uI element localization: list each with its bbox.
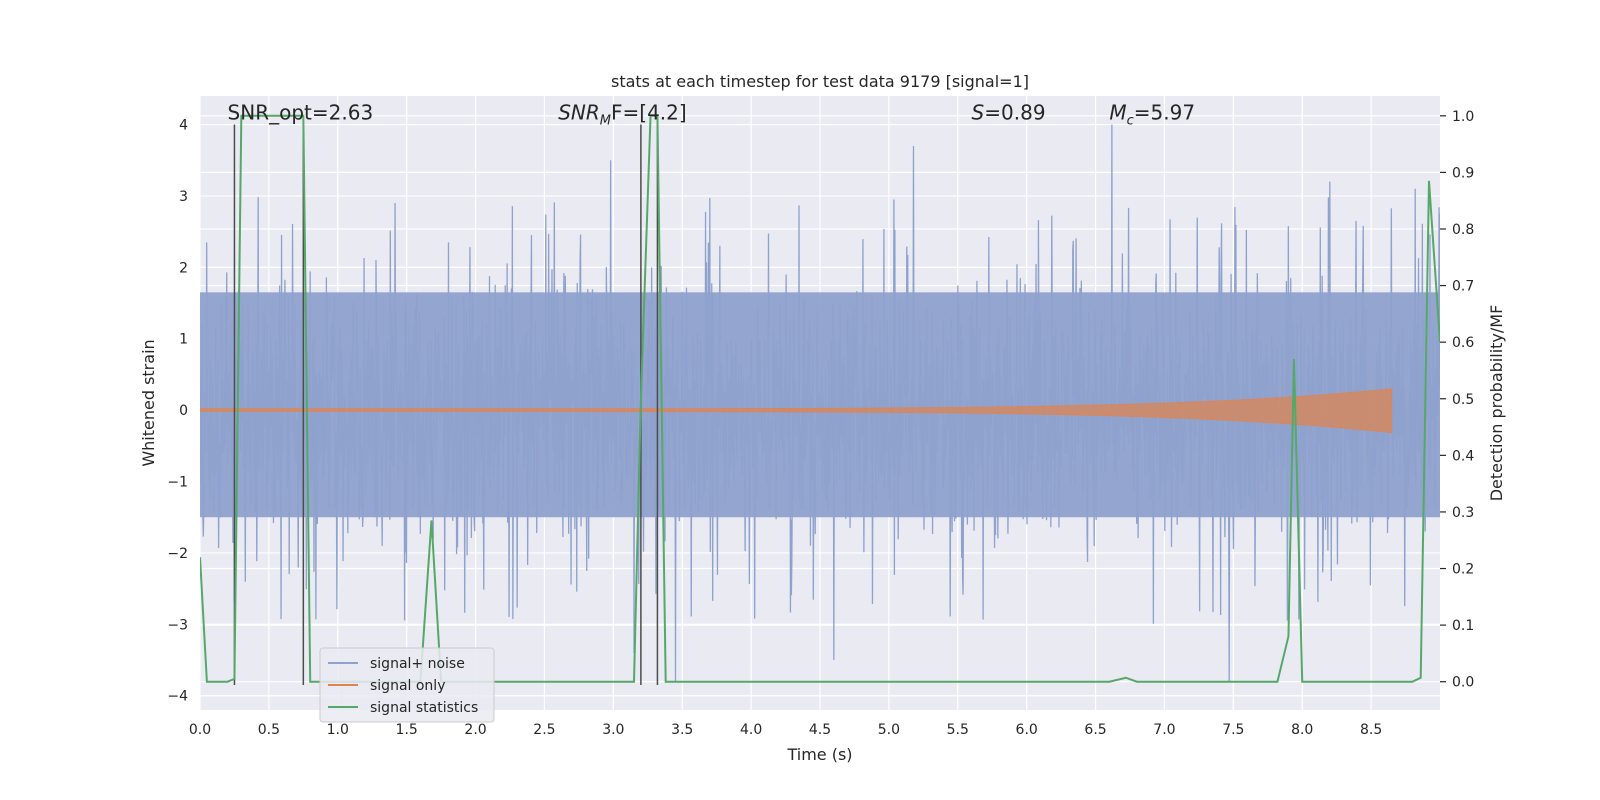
y2-axis-ticks: 0.0 0.1 0.2 0.3 0.4 0.5 0.6 0.7 0.8 0.9 1.0 (1440, 109, 1474, 691)
annotations: SNR_opt=2.63 SNRMF=[4.2] S=0.89 Mc=5.97 (228, 100, 1195, 128)
y-tick-label: 1 (179, 332, 188, 348)
x-axis-ticks: 0.0 0.5 1.0 1.5 2.0 2.5 3.0 3.5 4.0 4.5 5.0 5.5 6.0 6… (189, 722, 1382, 738)
y2-tick-label: 0.9 (1452, 165, 1474, 181)
x-tick-label: 8.0 (1291, 722, 1313, 738)
x-tick-label: 7.0 (1153, 722, 1175, 738)
y2-tick-label: 0.5 (1452, 392, 1474, 408)
noise-line (200, 124, 1440, 682)
y2-tick-label: 0.1 (1452, 618, 1474, 634)
legend-box (319, 647, 495, 723)
x-axis-label: Time (s) (786, 745, 852, 764)
annotation-rest: =0.89 (984, 100, 1045, 124)
y-tick-label: −2 (167, 546, 188, 562)
x-tick-label: 1.5 (396, 722, 418, 738)
x-tick-label: 5.5 (947, 722, 969, 738)
x-tick-label: 3.0 (602, 722, 624, 738)
x-tick-label: 0.0 (189, 722, 211, 738)
signal-only-series (200, 388, 1393, 434)
signal-chirp (200, 388, 1393, 434)
annotation-rest: =5.97 (1134, 100, 1195, 124)
y-axis-label: Whitened strain (139, 339, 158, 466)
annotation-1: SNRMF=[4.2] (558, 100, 686, 128)
y2-axis-label: Detection probability/MF (1487, 305, 1506, 502)
y2-tick-label: 0.0 (1452, 675, 1474, 691)
y-tick-label: −4 (167, 689, 188, 705)
x-tick-label: 0.5 (258, 722, 280, 738)
y2-tick-label: 0.2 (1452, 562, 1474, 578)
x-tick-label: 7.5 (1222, 722, 1244, 738)
x-tick-label: 2.5 (533, 722, 555, 738)
x-tick-label: 2.0 (464, 722, 486, 738)
x-tick-label: 3.5 (671, 722, 693, 738)
x-tick-label: 4.0 (740, 722, 762, 738)
x-tick-label: 5.0 (878, 722, 900, 738)
x-tick-label: 4.5 (809, 722, 831, 738)
signal-statistics-series (200, 114, 1440, 683)
y2-tick-label: 0.6 (1452, 335, 1474, 351)
y2-tick-label: 0.4 (1452, 448, 1474, 464)
y-tick-label: 4 (179, 118, 188, 134)
annotation-main: SNR (558, 100, 600, 124)
y-tick-label: 0 (179, 403, 188, 419)
annotation-2: S=0.89 (972, 100, 1046, 124)
x-tick-label: 6.0 (1016, 722, 1038, 738)
legend-label-statistics: signal statistics (370, 700, 478, 716)
chart-title: stats at each timestep for test data 917… (611, 72, 1029, 91)
y2-tick-label: 0.7 (1452, 279, 1474, 295)
annotation-main: M (1109, 100, 1126, 124)
annotation-3: Mc=5.97 (1109, 100, 1195, 128)
annotation-sub: c (1127, 113, 1134, 128)
annotation-main: S (972, 100, 985, 124)
y-tick-label: −1 (167, 475, 188, 491)
vertical-markers (233, 124, 659, 686)
annotation-rest: F=[4.2] (611, 100, 687, 124)
y2-tick-label: 0.3 (1452, 505, 1474, 521)
x-tick-label: 1.0 (327, 722, 349, 738)
x-tick-label: 6.5 (1084, 722, 1106, 738)
y2-tick-label: 1.0 (1452, 109, 1474, 125)
y-axis-ticks: −4 −3 −2 −1 0 1 2 3 4 (167, 118, 188, 705)
x-tick-label: 8.5 (1360, 722, 1382, 738)
legend-label-signal: signal only (370, 678, 445, 694)
legend: signal+ noise signal only signal statist… (319, 647, 495, 723)
y-tick-label: −3 (167, 617, 188, 633)
statistics-line (200, 114, 1440, 683)
legend-label-noise: signal+ noise (370, 656, 465, 672)
y-tick-label: 2 (179, 260, 188, 276)
y2-tick-label: 0.8 (1452, 222, 1474, 238)
annotation-sub: M (600, 113, 611, 128)
y-tick-label: 3 (179, 189, 188, 205)
annotation-0: SNR_opt=2.63 (228, 100, 374, 124)
